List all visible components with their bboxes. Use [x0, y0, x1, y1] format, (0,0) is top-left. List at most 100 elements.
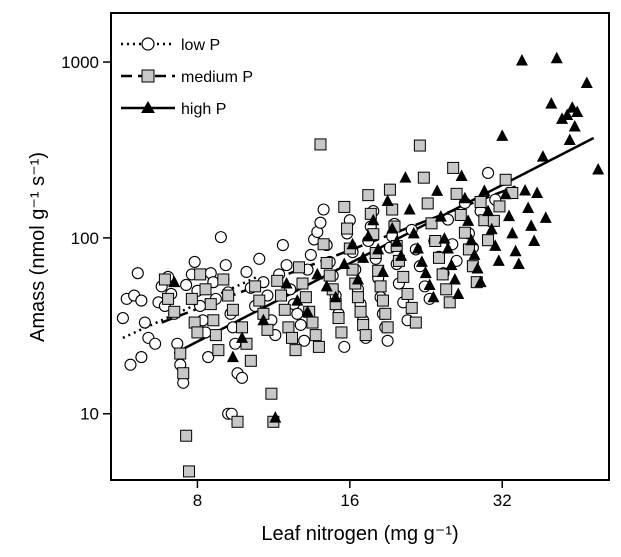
data-point-high-p — [512, 257, 525, 270]
data-point-high-p — [531, 186, 544, 198]
data-point-high-p — [478, 184, 491, 196]
data-point-medium-p — [354, 305, 367, 318]
data-point-medium-p — [236, 321, 249, 334]
data-point-medium-p — [271, 274, 284, 287]
data-point-medium-p — [212, 344, 225, 357]
data-point-medium-p — [341, 222, 354, 235]
data-point-high-p — [515, 54, 528, 66]
data-point-medium-p — [379, 307, 392, 320]
data-point-high-p — [338, 257, 351, 270]
data-point-low-p — [214, 231, 227, 244]
x-tick-label: 32 — [493, 491, 512, 510]
data-point-medium-p — [249, 280, 262, 293]
data-point-high-p — [280, 277, 293, 289]
data-point-high-p — [427, 290, 440, 303]
data-point-medium-p — [282, 321, 295, 334]
data-point-medium-p — [443, 296, 456, 309]
data-point-high-p — [474, 275, 487, 288]
data-point-low-p — [149, 337, 162, 350]
y-tick-label: 10 — [80, 405, 99, 424]
data-point-medium-p — [429, 235, 442, 248]
data-point-high-p — [522, 201, 535, 213]
data-point-medium-p — [199, 283, 212, 296]
data-point-high-p — [372, 242, 385, 255]
data-point-low-p — [124, 358, 137, 371]
data-point-high-p — [525, 219, 538, 231]
data-point-high-p — [462, 214, 475, 226]
data-point-medium-p — [405, 301, 418, 314]
data-point-high-p — [320, 279, 333, 292]
data-point-medium-p — [309, 329, 322, 342]
data-point-low-p — [381, 334, 394, 347]
data-point-high-p — [465, 233, 478, 246]
data-point-high-p — [415, 255, 428, 267]
data-point-medium-p — [482, 234, 495, 247]
data-point-low-p — [116, 312, 129, 325]
data-point-high-p — [561, 108, 574, 120]
data-point-high-p — [423, 278, 436, 290]
data-point-high-p — [395, 249, 408, 261]
data-point-medium-p — [226, 303, 239, 316]
y-tick-label: 1000 — [61, 53, 99, 72]
data-point-low-p — [135, 294, 148, 307]
data-point-high-p — [346, 237, 359, 250]
data-point-high-p — [236, 331, 249, 343]
data-point-high-p — [506, 226, 519, 239]
data-point-high-p — [431, 184, 444, 196]
legend-label-high-p: high P — [181, 101, 226, 118]
data-point-medium-p — [188, 316, 201, 329]
x-axis: 8 16 32 — [193, 480, 512, 510]
fit-line-high-p — [173, 136, 595, 355]
data-point-high-p — [434, 210, 447, 222]
legend: low P medium P high P — [121, 37, 253, 118]
data-point-low-p — [135, 351, 148, 364]
legend-marker-medium-p — [141, 69, 155, 83]
data-point-low-p — [138, 316, 151, 329]
data-point-high-p — [257, 313, 270, 326]
data-point-high-p — [269, 411, 282, 423]
data-point-medium-p — [158, 273, 171, 286]
data-point-high-p — [519, 183, 532, 196]
data-point-high-p — [329, 290, 342, 303]
data-point-high-p — [448, 272, 461, 285]
data-point-high-p — [357, 251, 370, 263]
data-point-high-p — [536, 150, 549, 162]
data-point-low-p — [235, 371, 249, 384]
data-point-high-p — [381, 194, 394, 207]
data-point-high-p — [362, 229, 375, 242]
data-points — [116, 51, 605, 478]
data-point-low-p — [276, 239, 289, 252]
data-point-low-p — [294, 318, 307, 331]
data-point-medium-p — [425, 217, 438, 230]
data-point-medium-p — [346, 263, 359, 276]
legend-marker-low-p — [141, 37, 155, 51]
data-point-low-p — [202, 351, 215, 364]
data-point-low-p — [219, 259, 232, 272]
data-point-medium-p — [450, 187, 463, 200]
data-point-medium-p — [487, 214, 500, 227]
data-point-medium-p — [432, 251, 445, 264]
data-point-high-p — [492, 254, 505, 266]
data-point-medium-p — [458, 226, 471, 239]
data-point-medium-p — [289, 344, 302, 357]
data-point-high-p — [399, 171, 412, 183]
data-point-high-p — [528, 234, 541, 247]
data-point-high-p — [311, 267, 324, 280]
data-point-medium-p — [335, 326, 348, 339]
data-point-high-p — [468, 248, 481, 260]
data-point-medium-p — [397, 270, 410, 283]
data-point-high-p — [301, 305, 314, 317]
data-point-medium-p — [323, 269, 336, 282]
data-point-low-p — [317, 203, 330, 216]
data-point-high-p — [592, 162, 605, 175]
data-point-medium-p — [162, 292, 175, 305]
data-point-medium-p — [293, 261, 306, 274]
plot-frame — [110, 12, 610, 481]
data-point-low-p — [188, 255, 201, 268]
data-point-medium-p — [209, 329, 222, 342]
data-point-medium-p — [440, 283, 453, 296]
data-point-low-p — [280, 259, 293, 272]
data-point-medium-p — [185, 292, 198, 305]
data-point-low-p — [291, 307, 304, 320]
